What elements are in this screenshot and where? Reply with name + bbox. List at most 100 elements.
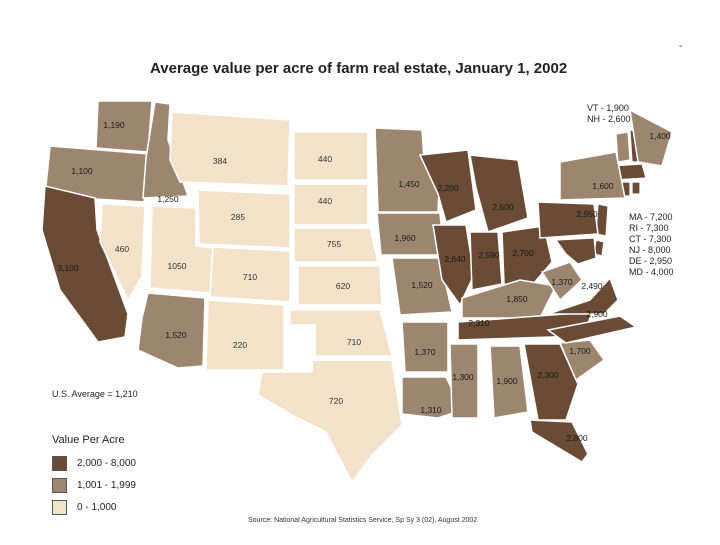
state-new-york (559, 151, 626, 201)
corner-mark: - (679, 41, 683, 52)
legend-title: Value Per Acre (52, 434, 125, 446)
legend-item-high: 2,000 - 8,000 (52, 452, 136, 474)
state-alabama (489, 345, 529, 419)
note-nj: NJ - 8,000 (629, 245, 671, 255)
state-value-florida: 2,800 (566, 433, 588, 443)
state-pennsylvania (537, 201, 599, 239)
legend-item-low: 0 - 1,000 (52, 496, 136, 518)
state-value-wisconsin: 2,200 (437, 183, 459, 193)
state-value-kansas: 620 (336, 281, 350, 291)
state-louisiana (401, 376, 464, 419)
northeast-note-right: MA - 7,200 RI - 7,300 CT - 7,300 NJ - 8,… (629, 212, 674, 278)
note-ri: RI - 7,300 (629, 223, 669, 233)
legend-swatch-low (52, 499, 67, 515)
state-arkansas (401, 321, 449, 373)
state-nebraska (293, 227, 379, 263)
legend-label-low: 0 - 1,000 (77, 501, 117, 513)
state-value-alabama: 1,900 (496, 376, 518, 386)
state-illinois (432, 224, 475, 307)
state-value-indiana: 2,590 (478, 250, 500, 260)
state-value-louisiana: 1,310 (420, 405, 442, 415)
state-value-north-carolina: 2,900 (586, 309, 608, 319)
source-note: Source: National Agricultural Statistics… (248, 517, 478, 524)
state-wyoming (197, 189, 291, 249)
note-de: DE - 2,950 (629, 256, 673, 266)
state-value-tennessee: 2,310 (468, 318, 490, 328)
state-wisconsin (418, 149, 477, 224)
state-value-oregon: 1,100 (71, 166, 93, 176)
state-georgia (523, 343, 579, 421)
state-value-montana: 384 (213, 156, 227, 166)
state-maine (629, 108, 673, 167)
state-missouri (391, 257, 453, 316)
state-value-labels: 1,190 1,100 3,100 1,250 460 384 285 1050 710 1,52… (57, 120, 671, 443)
state-value-washington: 1,190 (103, 120, 125, 130)
state-value-north-dakota: 440 (318, 154, 332, 164)
state-maryland (554, 237, 597, 265)
state-value-oklahoma: 710 (347, 337, 361, 347)
state-value-kentucky: 1,850 (506, 294, 528, 304)
state-kentucky (461, 279, 558, 319)
legend: Value Per Acre 2,000 - 8,000 1,001 - 1,9… (52, 434, 136, 518)
legend-swatch-mid (52, 477, 67, 493)
state-value-illinois: 2,640 (444, 254, 466, 264)
state-rhode-island (631, 181, 641, 195)
state-value-iowa: 1,960 (394, 233, 416, 243)
state-value-michigan: 2,500 (492, 202, 514, 212)
state-california (41, 185, 129, 343)
state-new-mexico (205, 299, 285, 371)
state-arizona (137, 292, 206, 369)
state-virginia (547, 276, 619, 315)
state-value-west-virginia: 1,370 (551, 277, 573, 287)
state-value-colorado: 710 (243, 272, 257, 282)
state-value-wyoming: 285 (231, 212, 245, 222)
state-michigan (469, 154, 529, 233)
note-nh: NH - 2,600 (587, 114, 631, 124)
state-indiana (469, 231, 503, 291)
state-colorado (209, 246, 291, 303)
northeast-note-top: VT - 1,900 NH - 2,600 (587, 103, 631, 125)
state-montana (169, 111, 291, 187)
state-value-utah: 1050 (168, 261, 187, 271)
state-value-missouri: 1,520 (411, 280, 433, 290)
states-layer (41, 100, 673, 484)
note-vt: VT - 1,900 (587, 103, 629, 113)
state-mississippi (449, 343, 479, 419)
state-nevada (99, 203, 146, 302)
legend-label-high: 2,000 - 8,000 (77, 457, 136, 469)
state-value-ohio: 2,700 (512, 248, 534, 258)
state-north-carolina (546, 315, 638, 344)
state-value-texas: 720 (329, 396, 343, 406)
state-value-nebraska: 755 (327, 239, 341, 249)
state-texas (257, 359, 403, 484)
state-west-virginia (540, 261, 583, 302)
legend-item-mid: 1,001 - 1,999 (52, 474, 136, 496)
state-value-pennsylvania: 2,950 (576, 209, 598, 219)
state-florida (529, 419, 589, 463)
state-ohio (501, 225, 553, 291)
map-title: Average value per acre of farm real esta… (150, 60, 568, 77)
state-value-new-mexico: 220 (233, 340, 247, 350)
state-value-california: 3,100 (57, 263, 79, 273)
state-kansas (297, 265, 383, 306)
legend-swatch-high (52, 455, 67, 471)
state-value-arkansas: 1,370 (414, 347, 436, 357)
state-value-idaho: 1,250 (157, 194, 179, 204)
state-north-dakota (293, 131, 369, 181)
state-value-south-carolina: 1,700 (569, 346, 591, 356)
us-average: U.S. Average = 1,210 (52, 389, 138, 399)
state-value-minnesota: 1,450 (398, 179, 420, 189)
note-ma: MA - 7,200 (629, 212, 673, 222)
state-value-nevada: 460 (115, 244, 129, 254)
state-value-new-york: 1,600 (592, 181, 614, 191)
note-md: MD - 4,000 (629, 267, 674, 277)
state-value-georgia: 2,300 (537, 370, 559, 380)
note-ct: CT - 7,300 (629, 234, 672, 244)
state-oklahoma (289, 309, 393, 357)
state-south-dakota (293, 183, 369, 226)
state-vermont (615, 131, 631, 163)
state-value-south-dakota: 440 (318, 196, 332, 206)
state-value-maine: 1,400 (649, 131, 671, 141)
